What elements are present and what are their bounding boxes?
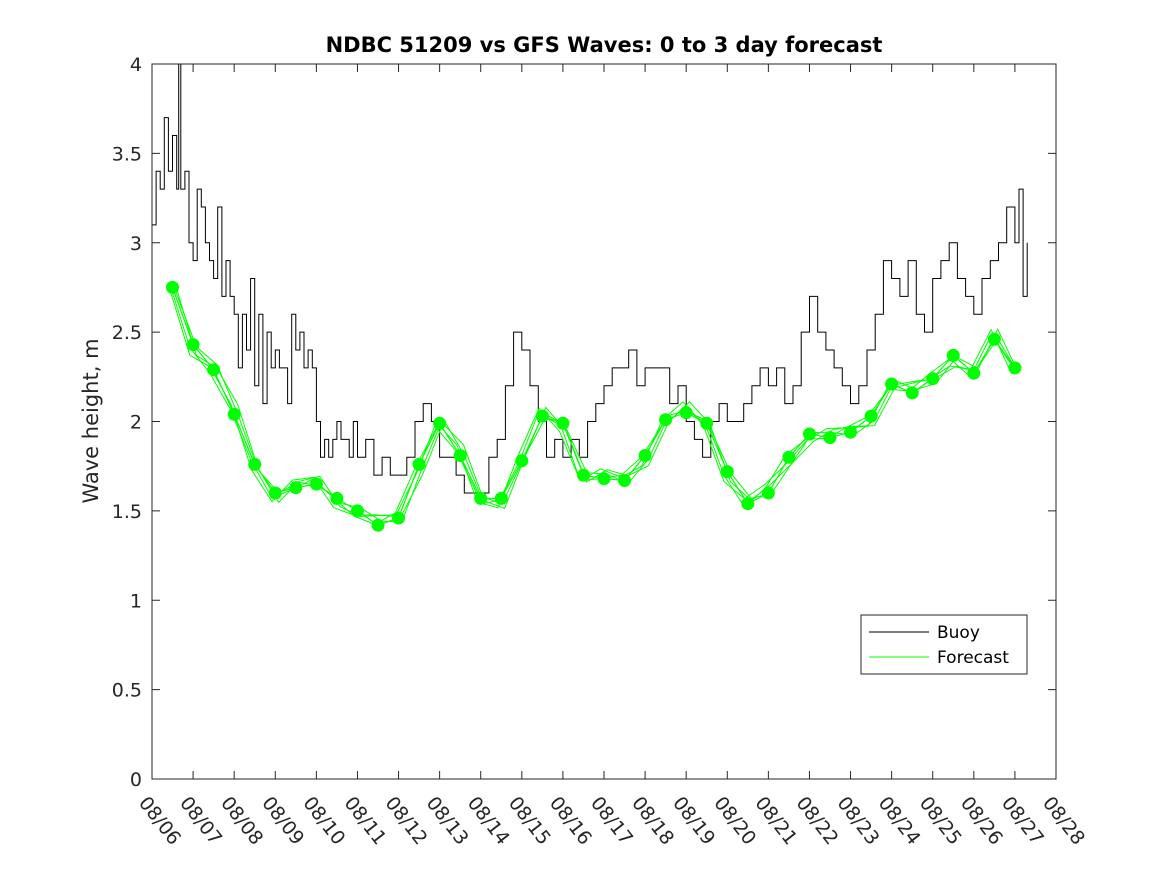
forecast-point [597, 472, 611, 486]
x-tick-label: 08/28 [1038, 793, 1089, 850]
forecast-point [967, 366, 981, 380]
forecast-point [207, 363, 221, 377]
forecast-point [412, 457, 426, 471]
forecast-point [330, 491, 344, 505]
forecast-point [638, 449, 652, 462]
chart-title: NDBC 51209 vs GFS Waves: 0 to 3 day fore… [326, 33, 883, 57]
forecast-point [577, 468, 590, 482]
x-tick-label: 08/25 [915, 793, 966, 850]
series-line-buoy [152, 63, 1028, 494]
forecast-point [289, 481, 303, 495]
x-tick-labels: 08/0608/0708/0808/0908/1008/1108/1208/13… [134, 793, 1089, 850]
forecast-point [515, 454, 529, 468]
forecast-point [741, 497, 755, 511]
x-tick-label: 08/18 [627, 793, 678, 850]
y-tick-labels: 0 0.5 1 1.5 2 2.5 3 3.5 4 [112, 54, 142, 791]
y-tick-label: 2 [130, 412, 142, 434]
y-tick-label: 1 [130, 590, 142, 612]
y-tick-label: 3.5 [112, 143, 142, 165]
forecast-point [474, 491, 488, 505]
y-tick-label: 1.5 [112, 501, 142, 523]
x-tick-label: 08/19 [668, 793, 719, 850]
x-tick-label: 08/20 [709, 793, 760, 850]
forecast-trace [175, 285, 1019, 518]
y-tick-label: 3 [130, 233, 142, 255]
series-layer [152, 63, 1028, 532]
x-tick-label: 08/26 [956, 793, 1007, 850]
tick-layer [151, 63, 1057, 780]
x-tick-label: 08/12 [381, 793, 432, 850]
x-tick-label: 08/07 [175, 793, 226, 850]
forecast-point [823, 431, 837, 445]
forecast-point [535, 409, 549, 423]
forecast-point [248, 457, 262, 471]
forecast-point [885, 377, 899, 391]
y-tick-label: 2.5 [112, 322, 142, 344]
x-tick-label: 08/11 [340, 793, 391, 850]
forecast-point [227, 407, 241, 421]
y-axis-label: Wave height, m [79, 338, 103, 503]
x-tick-label: 08/06 [134, 793, 185, 850]
x-tick-label: 08/21 [750, 793, 801, 850]
forecast-point [494, 491, 508, 505]
legend-buoy-label: Buoy [937, 623, 980, 643]
plot-frame [151, 63, 1057, 780]
forecast-point [556, 416, 570, 430]
forecast-point [926, 372, 940, 386]
x-tick-label: 08/15 [504, 793, 555, 850]
y-tick-label: 0 [130, 769, 142, 791]
x-tick-label: 08/27 [997, 793, 1048, 850]
forecast-point [392, 511, 405, 525]
forecast-point [720, 465, 734, 479]
forecast-point [166, 280, 179, 294]
legend-forecast-label: Forecast [937, 648, 1009, 668]
forecast-point [844, 425, 857, 439]
x-tick-label: 08/08 [216, 793, 267, 850]
y-tick-label: 4 [130, 54, 142, 76]
forecast-point [946, 348, 960, 362]
x-tick-label: 08/22 [792, 793, 843, 850]
forecast-point [782, 450, 796, 464]
legend: Buoy Forecast [860, 614, 1028, 675]
forecast-point [433, 416, 447, 430]
forecast-point [864, 409, 878, 423]
x-tick-label: 08/24 [874, 793, 925, 850]
x-tick-label: 08/23 [833, 793, 884, 850]
forecast-point [987, 332, 1001, 346]
forecast-point [659, 413, 673, 427]
x-tick-label: 08/09 [257, 793, 308, 850]
forecast-point [186, 338, 200, 352]
forecast-point [679, 406, 693, 420]
forecast-point [1008, 361, 1022, 375]
x-tick-label: 08/14 [463, 793, 514, 850]
forecast-point [803, 427, 816, 441]
forecast-point [700, 416, 714, 430]
forecast-point [371, 518, 385, 532]
forecast-point [761, 486, 775, 500]
forecast-point [309, 477, 323, 491]
x-tick-label: 08/16 [545, 793, 596, 850]
y-tick-label: 0.5 [112, 680, 142, 702]
x-tick-label: 08/17 [586, 793, 637, 850]
forecast-point [268, 486, 282, 500]
forecast-point [453, 449, 467, 462]
forecast-point [351, 504, 364, 518]
x-tick-label: 08/13 [422, 793, 473, 850]
x-tick-label: 08/10 [298, 793, 349, 850]
forecast-point [618, 474, 631, 487]
legend-box [860, 614, 1028, 675]
forecast-point [905, 386, 919, 400]
